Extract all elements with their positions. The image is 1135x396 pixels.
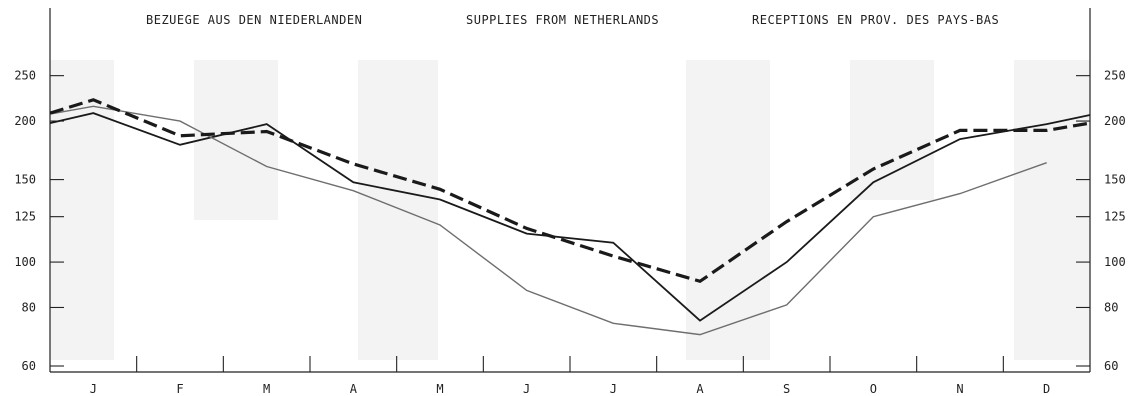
y-tick-label-right-200: 200 — [1104, 114, 1126, 128]
y-tick-label-left-125: 125 — [14, 210, 36, 224]
y-axis-ticks: 60 60 80 80 100 100 125 125 150 150 200 200 250 250 — [14, 69, 1125, 373]
x-tick-label-6: J — [523, 382, 530, 396]
x-tick-label-7: J — [610, 382, 617, 396]
x-tick-label-3: M — [263, 382, 270, 396]
x-tick-label-1: J — [90, 382, 97, 396]
y-tick-label-left-80: 80 — [22, 300, 36, 314]
y-tick-label-left-250: 250 — [14, 69, 36, 83]
y-tick-label-left-100: 100 — [14, 255, 36, 269]
y-tick-label-left-60: 60 — [22, 359, 36, 373]
title-french: RECEPTIONS EN PROV. DES PAYS-BAS — [752, 13, 999, 27]
x-tick-label-11: N — [956, 382, 963, 396]
x-tick-label-9: S — [783, 382, 790, 396]
x-tick-label-12: D — [1043, 382, 1050, 396]
title-german: BEZUEGE AUS DEN NIEDERLANDEN — [146, 13, 362, 27]
x-tick-label-10: O — [870, 382, 877, 396]
y-tick-label-right-60: 60 — [1104, 359, 1118, 373]
y-tick-label-right-100: 100 — [1104, 255, 1126, 269]
y-tick-label-right-125: 125 — [1104, 210, 1126, 224]
x-tick-label-4: A — [350, 382, 358, 396]
x-tick-label-2: F — [176, 382, 183, 396]
series-line-solid-dark — [49, 112, 1091, 322]
title-english: SUPPLIES FROM NETHERLANDS — [466, 13, 659, 27]
y-tick-label-right-150: 150 — [1104, 173, 1126, 187]
y-tick-label-right-80: 80 — [1104, 300, 1118, 314]
series-line-dashed — [49, 98, 1091, 284]
series-line-solid-light — [49, 105, 1047, 336]
x-tick-label-5: M — [436, 382, 443, 396]
y-tick-label-left-200: 200 — [14, 114, 36, 128]
x-tick-label-8: A — [696, 382, 704, 396]
y-tick-label-left-150: 150 — [14, 173, 36, 187]
y-tick-label-right-250: 250 — [1104, 69, 1126, 83]
series-layer — [49, 98, 1091, 336]
background-shading — [50, 60, 1090, 360]
